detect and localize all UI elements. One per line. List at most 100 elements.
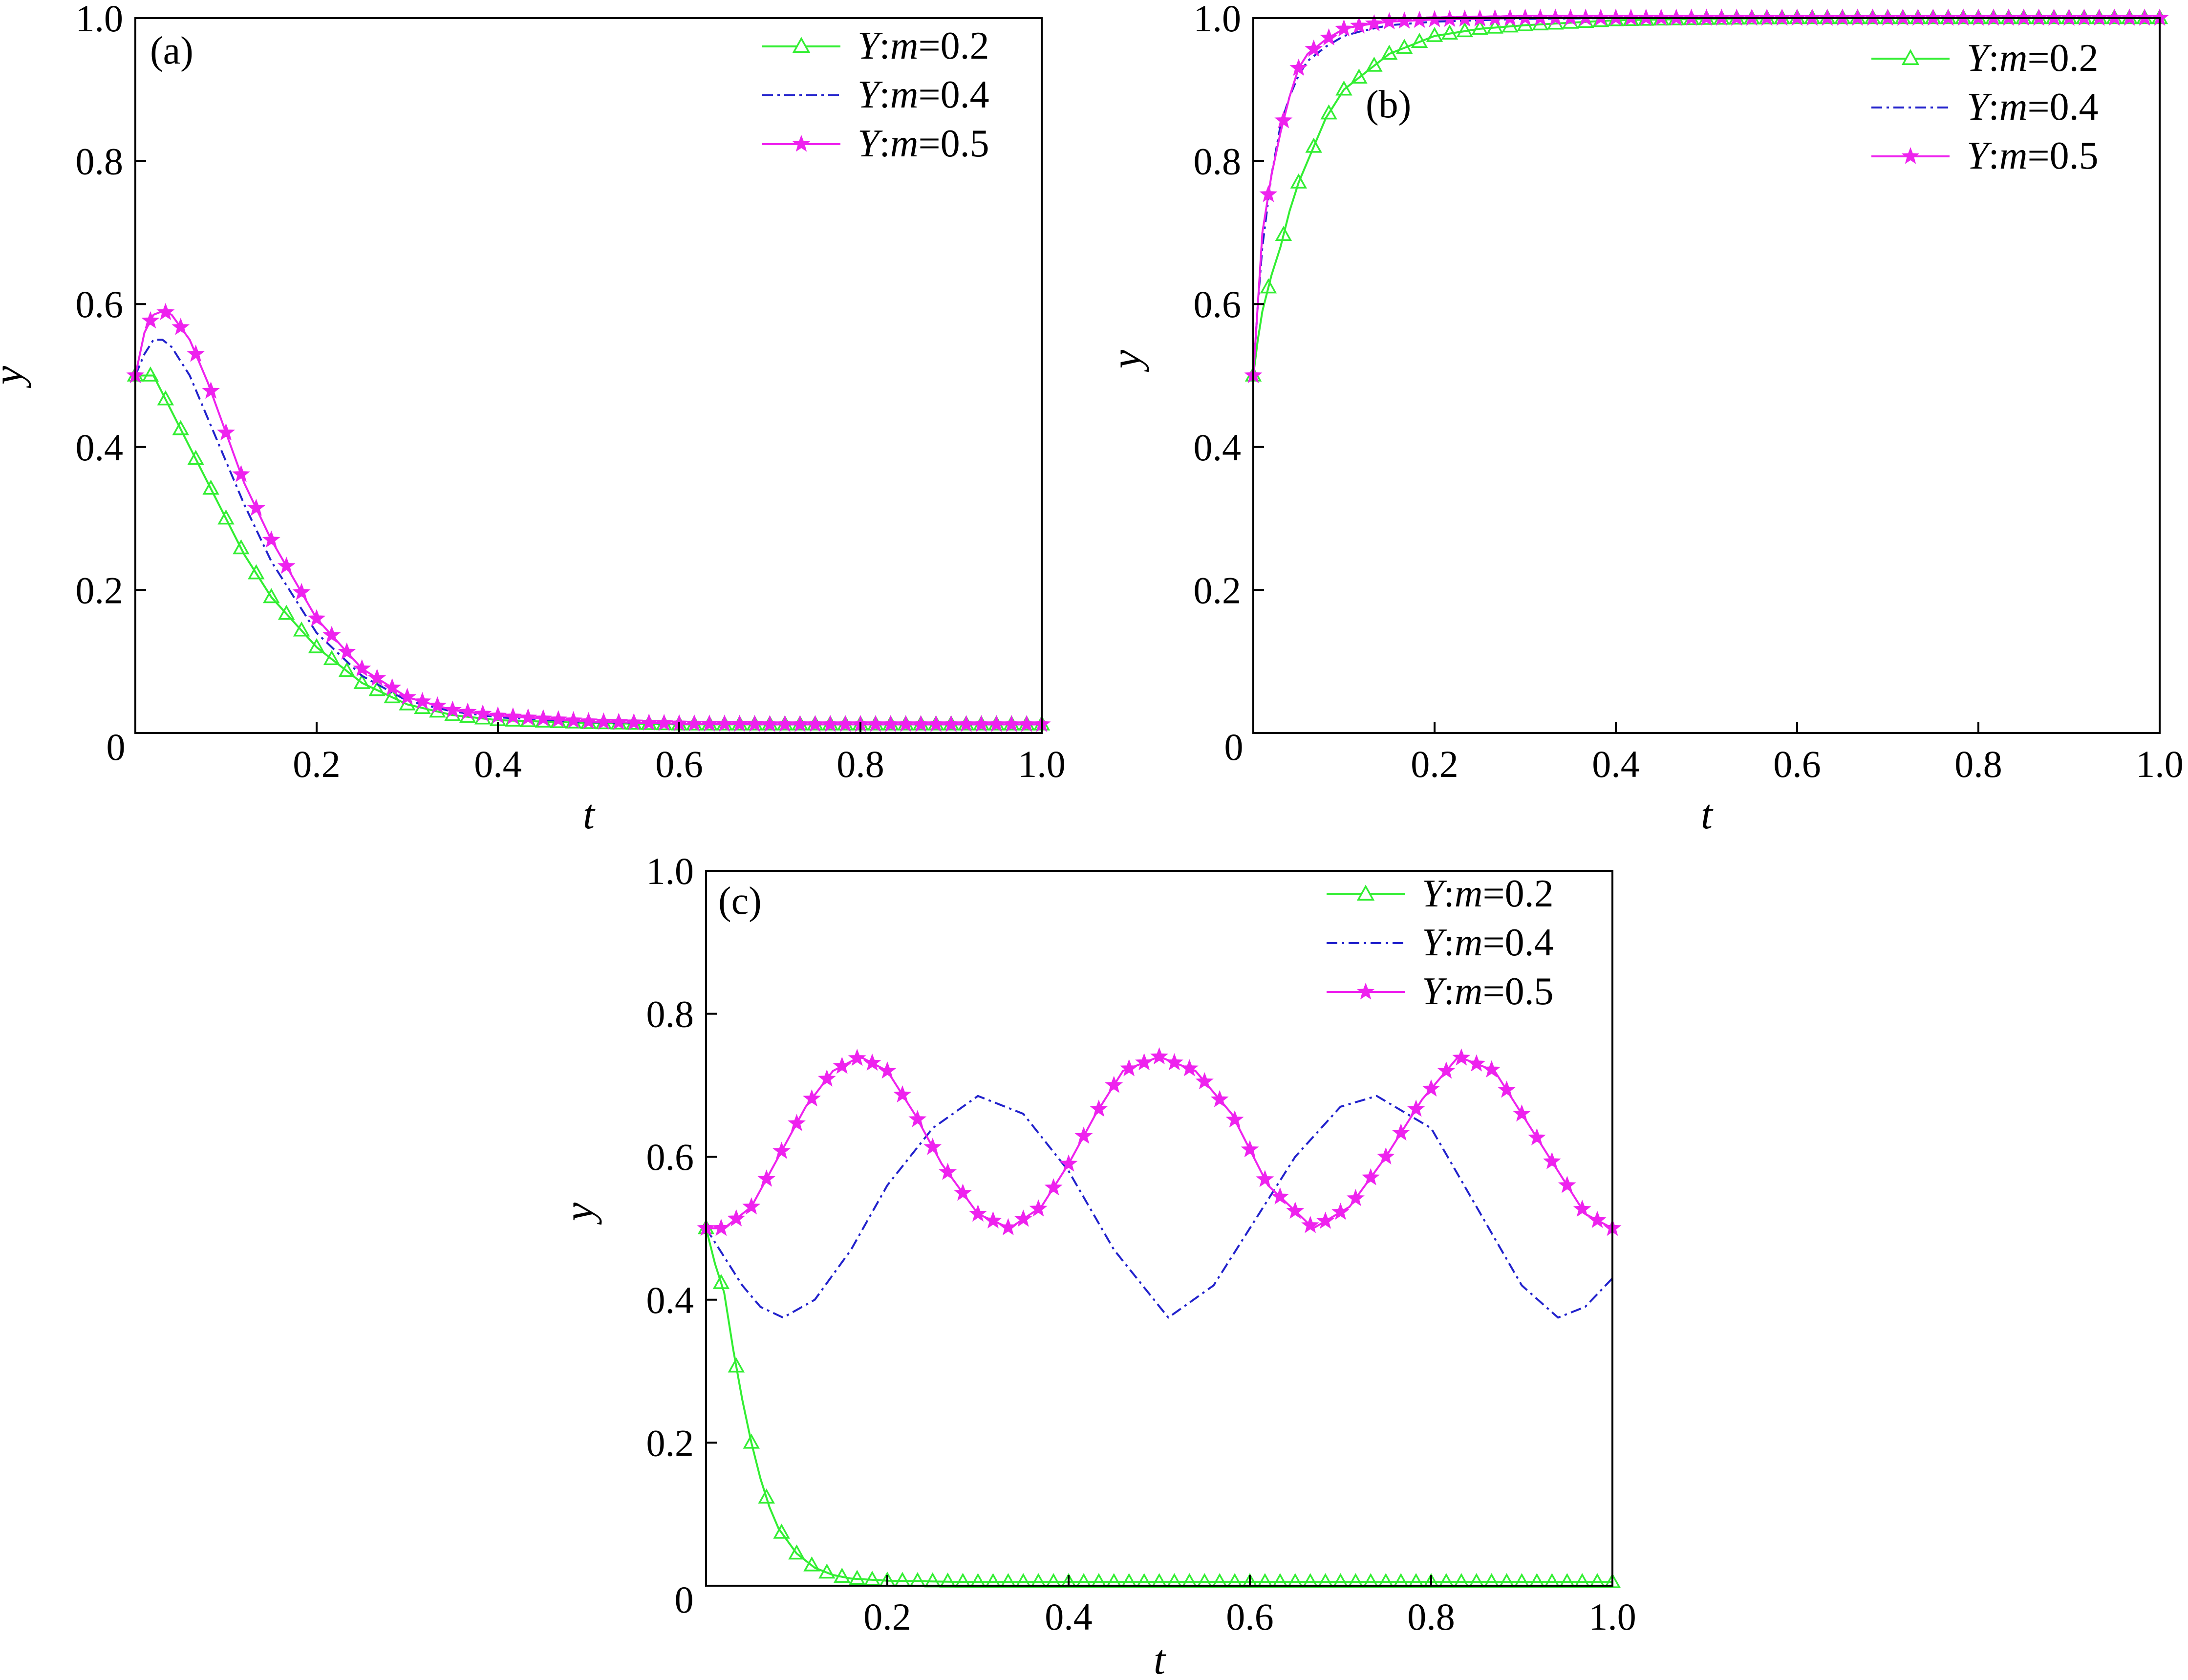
panel-c-marker-Y:m=0.2 [1151,1573,1168,1588]
panel-a-marker-Y:m=0.5 [368,668,386,686]
panel-b-x-tick-label: 0.6 [1773,743,1821,785]
panel-a-x-tick-label: 0.8 [837,743,884,785]
panel-b-origin-label: 0 [1224,726,1244,768]
panel-c-y-axis-title: y [555,1202,602,1225]
panel-c-marker-Y:m=0.2 [1513,1573,1530,1588]
panel-b-marker-Y:m=0.2 [1335,80,1352,96]
panel-c-marker-Y:m=0.5 [772,1142,791,1159]
panel-b-legend-label: Y:m=0.2 [1967,37,2099,80]
panel-c-marker-Y:m=0.2 [1362,1573,1379,1588]
panel-b-x-tick-label: 0.2 [1411,743,1459,785]
panel-a-y-tick-label: 0.8 [76,140,124,183]
panel-c-marker-Y:m=0.5 [1558,1176,1576,1193]
panel-b-marker-Y:m=0.2 [1486,18,1503,34]
panel-b-marker-Y:m=0.5 [1335,19,1353,37]
panel-c-label: (c) [718,880,762,923]
panel-c-marker-Y:m=0.5 [1588,1210,1607,1228]
panel-b-marker-Y:m=0.2 [1426,26,1443,42]
panel-a-legend-label: Y:m=0.2 [858,24,989,67]
panel-b-y-tick-label: 0.8 [1194,140,1242,183]
panel-c-legend-label: Y:m=0.4 [1422,921,1554,964]
panel-b-marker-Y:m=0.2 [1502,17,1519,33]
panel-c-marker-Y:m=0.5 [1256,1170,1274,1187]
panel-c-x-tick-label: 0.6 [1226,1595,1274,1638]
panel-c-marker-Y:m=0.5 [833,1056,851,1074]
panel-a-marker-Y:m=0.5 [156,302,175,320]
panel-b-y-tick-label: 0.6 [1194,283,1242,325]
panel-a-marker-Y:m=0.5 [655,713,673,731]
panel-c-marker-Y:m=0.2 [1573,1573,1591,1588]
panel-b-marker-Y:m=0.2 [1395,39,1413,54]
panel-a-marker-Y:m=0.2 [308,638,325,653]
panel-a-x-axis-title: t [583,791,596,838]
panel-c-marker-Y:m=0.5 [863,1053,881,1071]
panel-c-marker-Y:m=0.2 [1483,1573,1500,1588]
panel-c-marker-Y:m=0.2 [1544,1573,1561,1588]
panel-c-marker-Y:m=0.5 [1437,1061,1456,1079]
panel-c-marker-Y:m=0.5 [1331,1203,1350,1220]
panel-c-marker-Y:m=0.5 [1150,1047,1168,1065]
panel-b-label: (b) [1366,83,1411,126]
panel-a-marker-Y:m=0.2 [293,621,310,637]
panel-c-marker-Y:m=0.5 [1361,1168,1380,1185]
panel-b-marker-Y:m=0.2 [1471,20,1488,35]
panel-c-marker-Y:m=0.2 [1498,1573,1515,1588]
panel-a-frame [134,17,1043,734]
panel-b-marker-Y:m=0.2 [1381,44,1398,60]
panel-c-marker-Y:m=0.5 [954,1184,972,1201]
panel-c-marker-Y:m=0.2 [728,1357,745,1373]
panel-c-marker-Y:m=0.5 [1074,1126,1093,1144]
panel-a-marker-Y:m=0.2 [368,681,386,696]
panel-a-y-tick-label: 0.2 [76,569,124,611]
panel-a-marker-Y:m=0.2 [323,650,341,666]
panel-a-marker-Y:m=0.5 [232,465,250,482]
panel-c-legend-marker [1356,884,1375,901]
panel-c-marker-Y:m=0.5 [1527,1128,1546,1145]
panel-a-legend-marker [792,37,811,53]
panel-c-marker-Y:m=0.2 [1211,1573,1228,1588]
panel-a-marker-Y:m=0.5 [504,707,522,725]
panel-c-marker-Y:m=0.2 [758,1488,775,1504]
panel-c-marker-Y:m=0.2 [1604,1573,1621,1588]
panel-a-marker-Y:m=0.2 [172,420,189,435]
panel-a-marker-Y:m=0.5 [594,712,613,730]
panel-c-marker-Y:m=0.5 [1573,1200,1591,1217]
panel-c-marker-Y:m=0.5 [1422,1079,1440,1097]
panel-a-marker-Y:m=0.5 [202,381,220,399]
panel-c-marker-Y:m=0.2 [1528,1573,1545,1588]
panel-c-marker-Y:m=0.5 [1271,1187,1289,1205]
panel-c-marker-Y:m=0.2 [1166,1573,1183,1588]
panel-a-marker-Y:m=0.5 [187,345,205,362]
panel-c-marker-Y:m=0.5 [1029,1199,1048,1217]
panel-a-marker-Y:m=0.5 [640,713,658,731]
panel-c-marker-Y:m=0.2 [1287,1573,1304,1588]
panel-c-marker-Y:m=0.2 [939,1572,956,1588]
panel-c-marker-Y:m=0.5 [1513,1104,1531,1122]
panel-c-marker-Y:m=0.2 [969,1573,987,1588]
panel-b-legend-label: Y:m=0.4 [1967,86,2099,129]
panel-c-marker-Y:m=0.5 [1014,1209,1032,1227]
panel-c-marker-Y:m=0.5 [999,1218,1017,1235]
panel-c-y-tick-label: 0.8 [646,993,694,1035]
panel-c-marker-Y:m=0.5 [788,1114,806,1131]
panel-a-marker-Y:m=0.5 [564,711,583,729]
panel-a-marker-Y:m=0.5 [624,713,643,731]
panel-b-marker-Y:m=0.2 [1411,33,1428,48]
panel-a-marker-Y:m=0.2 [384,688,401,704]
panel-a-marker-Y:m=0.2 [338,662,356,677]
panel-a-marker-Y:m=0.5 [172,318,190,335]
panel-c-marker-Y:m=0.5 [1392,1123,1410,1141]
panel-a: (a) 0 t y 0.2 0.4 0.6 0.8 1.0 0.2 0.4 0.6 0.8 1.… [0,0,1066,838]
panel-c-marker-Y:m=0.5 [1180,1059,1199,1077]
panel-a-legend: Y:m=0.2 Y:m=0.4 Y:m=0.5 [762,24,989,165]
panel-a-marker-Y:m=0.5 [549,710,568,728]
panel-b-legend-label: Y:m=0.5 [1967,134,2099,177]
panel-c-marker-Y:m=0.2 [1559,1573,1576,1588]
panel-c-marker-Y:m=0.2 [1392,1573,1410,1588]
panel-b-legend-marker [1901,147,1920,164]
panel-a-marker-Y:m=0.2 [263,588,280,603]
panel-a-y-tick-label: 0.4 [76,426,124,469]
panel-c-marker-Y:m=0.5 [878,1061,897,1079]
panel-a-marker-Y:m=0.5 [489,706,507,724]
